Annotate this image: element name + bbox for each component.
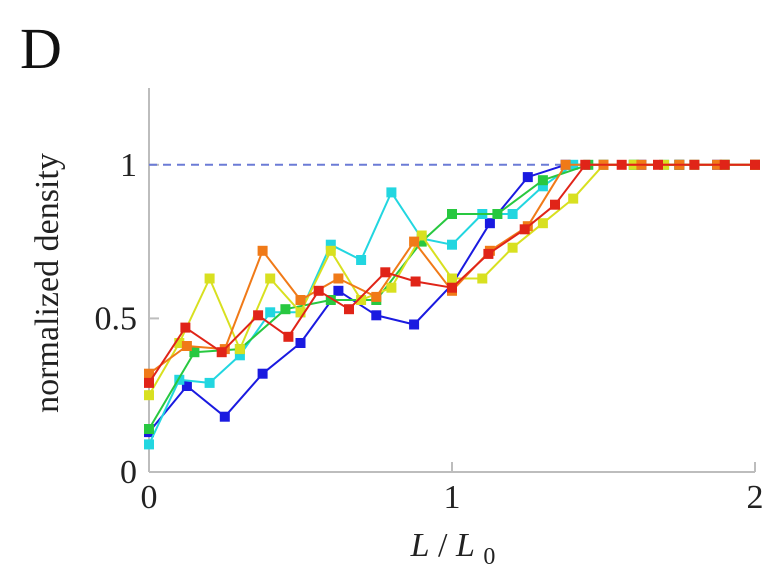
series-line	[148, 163, 755, 445]
data-point	[356, 295, 367, 305]
data-point	[386, 282, 397, 293]
data-point	[181, 381, 192, 391]
data-point	[616, 159, 627, 170]
data-point	[560, 159, 571, 170]
data-point	[447, 239, 457, 250]
data-point	[234, 350, 245, 361]
x-axis-title-base: L	[455, 527, 475, 564]
data-point	[144, 439, 154, 450]
x-axis-title-subscript: 0	[483, 544, 495, 570]
data-point	[144, 390, 154, 401]
x-tick-label: 0	[141, 479, 158, 516]
data-point	[234, 344, 245, 355]
data-point	[144, 424, 154, 434]
x-axis-title-main: L	[410, 527, 430, 564]
data-point	[447, 273, 457, 284]
data-point	[333, 273, 344, 284]
data-point	[265, 273, 276, 284]
data-point	[295, 338, 306, 348]
data-point	[568, 193, 579, 204]
data-point	[371, 291, 382, 302]
data-point	[750, 159, 760, 170]
data-point	[507, 242, 518, 253]
series-layer	[144, 159, 760, 450]
data-point	[144, 368, 154, 379]
y-tick-label: 0	[120, 454, 137, 491]
data-point	[204, 377, 215, 388]
series-2	[144, 159, 760, 450]
data-point	[447, 282, 457, 293]
data-point	[280, 304, 291, 315]
tick-labels: 0 1 2 0 0.5 1	[95, 147, 764, 516]
data-point	[653, 159, 663, 170]
data-point	[257, 368, 268, 379]
data-point	[416, 230, 427, 241]
data-point	[380, 267, 391, 278]
data-point	[371, 310, 382, 321]
data-point	[537, 175, 548, 186]
series-line	[148, 163, 755, 433]
data-point	[522, 172, 533, 183]
data-point	[283, 331, 294, 342]
data-point	[356, 255, 367, 265]
data-point	[333, 285, 344, 296]
series-line	[148, 163, 755, 375]
data-point	[507, 209, 518, 219]
data-point	[174, 338, 185, 348]
data-point	[344, 304, 354, 315]
series-3	[144, 159, 760, 434]
data-point	[689, 159, 700, 170]
data-point	[257, 245, 268, 256]
data-point	[180, 322, 191, 333]
data-point	[537, 181, 548, 192]
y-tick-label: 0.5	[95, 300, 138, 337]
data-point	[447, 209, 457, 219]
x-axis-title: L / L 0	[410, 527, 496, 570]
data-point	[313, 285, 324, 296]
data-point	[409, 236, 420, 247]
series-line	[148, 163, 755, 430]
y-axis-title: normalized density	[29, 153, 66, 413]
data-point	[325, 295, 336, 305]
data-point	[492, 209, 503, 219]
data-point	[174, 374, 185, 385]
data-point	[144, 377, 154, 388]
data-point	[219, 411, 230, 422]
x-tick-label: 1	[444, 479, 461, 516]
y-tick-label: 1	[120, 147, 137, 184]
data-point	[253, 310, 264, 321]
data-point	[410, 276, 421, 287]
data-point	[537, 218, 548, 229]
data-point	[477, 273, 488, 284]
data-point	[216, 347, 227, 358]
data-point	[325, 239, 336, 250]
data-point	[409, 319, 420, 330]
data-point	[416, 236, 427, 247]
data-point	[483, 248, 494, 259]
series-4	[144, 159, 760, 401]
ticks	[148, 163, 756, 473]
data-point	[386, 187, 397, 198]
data-point	[719, 159, 730, 170]
data-point	[204, 273, 215, 284]
data-point	[265, 307, 276, 318]
data-point	[325, 245, 336, 256]
data-point	[189, 347, 200, 358]
data-point	[519, 224, 530, 235]
x-tick-label: 2	[747, 479, 764, 516]
series-1	[144, 159, 760, 438]
data-point	[550, 199, 560, 210]
data-point	[295, 295, 306, 305]
data-point	[181, 341, 192, 351]
data-point	[484, 218, 495, 229]
data-point	[295, 307, 306, 318]
data-point	[580, 159, 591, 170]
series-6	[144, 159, 760, 388]
x-axis-title-separator: /	[438, 527, 448, 564]
panel-label: D	[20, 16, 62, 81]
